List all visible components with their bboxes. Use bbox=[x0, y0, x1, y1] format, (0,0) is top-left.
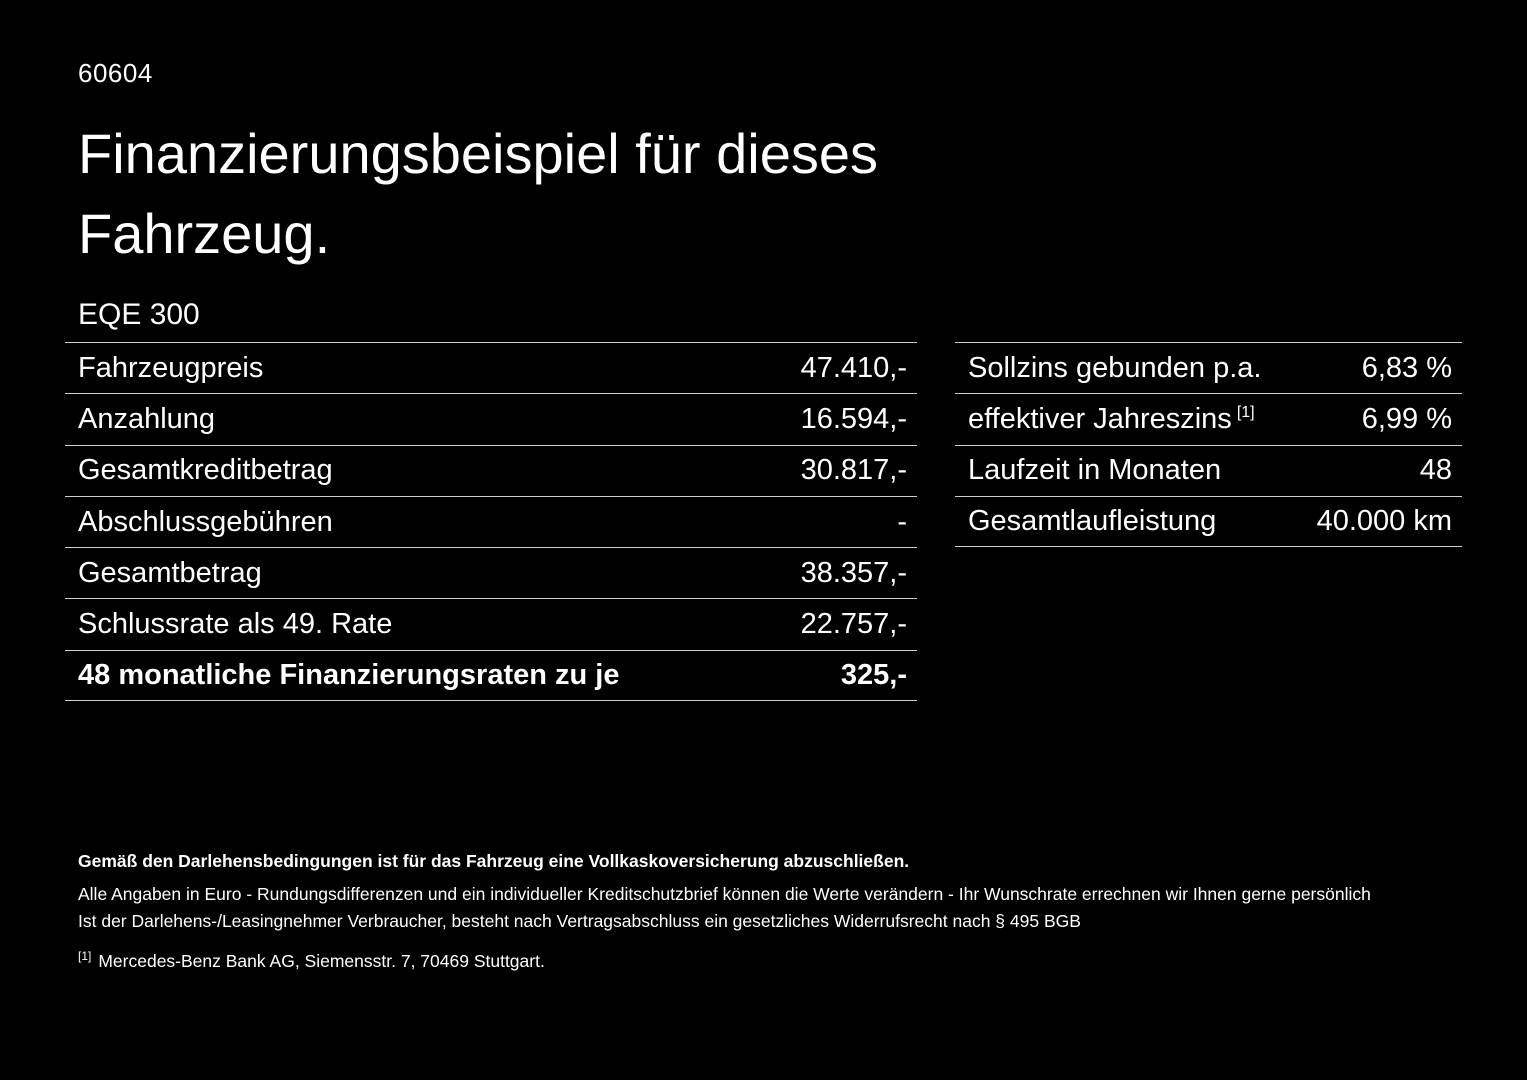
table-row-gesamtbetrag: Gesamtbetrag 38.357,- bbox=[65, 547, 917, 598]
row-value: 40.000 km bbox=[1316, 505, 1452, 538]
row-label-text: Sollzins gebunden p.a. bbox=[968, 351, 1262, 384]
row-label: effektiver Jahreszins [1] bbox=[968, 403, 1255, 436]
page-title-line2: Fahrzeug. bbox=[78, 202, 331, 265]
row-value: 48 bbox=[1419, 454, 1452, 487]
row-label: Abschlussgebühren bbox=[78, 505, 333, 538]
row-label: Anzahlung bbox=[78, 402, 216, 435]
financing-table-right: Sollzins gebunden p.a. 6,83 % effektiver… bbox=[955, 342, 1462, 548]
row-label-text: Laufzeit in Monaten bbox=[968, 454, 1222, 487]
row-label: Schlussrate als 49. Rate bbox=[78, 608, 393, 641]
row-value: 22.757,- bbox=[800, 608, 907, 641]
row-label-text: Gesamtlaufleistung bbox=[968, 505, 1217, 538]
table-row-monatliche-raten: 48 monatliche Finanzierungsraten zu je 3… bbox=[65, 649, 917, 702]
table-row-laufzeit: Laufzeit in Monaten 48 bbox=[955, 444, 1462, 496]
financing-table-left: Fahrzeugpreis 47.410,- Anzahlung 16.594,… bbox=[65, 342, 917, 702]
table-row-gesamtkreditbetrag: Gesamtkreditbetrag 30.817,- bbox=[65, 444, 917, 496]
row-label: Laufzeit in Monaten bbox=[968, 454, 1221, 487]
row-value: 30.817,- bbox=[800, 454, 907, 487]
vehicle-model: EQE 300 bbox=[78, 298, 200, 331]
table-row-sollzins: Sollzins gebunden p.a. 6,83 % bbox=[955, 342, 1462, 393]
page-title: Finanzierungsbeispiel für dieses Fahrzeu… bbox=[78, 114, 878, 274]
row-label-text: effektiver Jahreszins bbox=[968, 402, 1232, 435]
row-label: Gesamtlaufleistung bbox=[968, 505, 1216, 538]
row-label: Sollzins gebunden p.a. bbox=[968, 352, 1261, 385]
table-row-schlussrate: Schlussrate als 49. Rate 22.757,- bbox=[65, 598, 917, 649]
table-row-fahrzeugpreis: Fahrzeugpreis 47.410,- bbox=[65, 342, 917, 393]
row-value: 325,- bbox=[840, 658, 907, 691]
footnote-euro-note: Alle Angaben in Euro - Rundungsdifferenz… bbox=[78, 884, 1371, 904]
page-title-line1: Finanzierungsbeispiel für dieses bbox=[78, 122, 878, 185]
row-label: Fahrzeugpreis bbox=[78, 351, 264, 384]
row-value: 6,83 % bbox=[1361, 351, 1452, 384]
row-value: - bbox=[897, 505, 907, 538]
row-label: Gesamtkreditbetrag bbox=[78, 454, 333, 487]
table-row-effektiver-jahreszins: effektiver Jahreszins [1] 6,99 % bbox=[955, 393, 1462, 444]
row-value: 16.594,- bbox=[800, 402, 907, 435]
table-row-gesamtlaufleistung: Gesamtlaufleistung 40.000 km bbox=[955, 495, 1462, 548]
row-label: 48 monatliche Finanzierungsraten zu je bbox=[78, 658, 620, 691]
footnotes-block: Gemäß den Darlehensbedingungen ist für d… bbox=[78, 848, 1371, 975]
row-label: Gesamtbetrag bbox=[78, 556, 262, 589]
footnote-reference: [1] Mercedes-Benz Bank AG, Siemensstr. 7,… bbox=[78, 948, 1371, 975]
footnote-superscript: [1] bbox=[1236, 404, 1255, 422]
footnote-reference-text: Mercedes-Benz Bank AG, Siemensstr. 7, 70… bbox=[98, 951, 545, 971]
footnote-insurance: Gemäß den Darlehensbedingungen ist für d… bbox=[78, 851, 910, 871]
table-row-anzahlung: Anzahlung 16.594,- bbox=[65, 393, 917, 444]
row-value: 47.410,- bbox=[800, 351, 907, 384]
footnote-widerrufsrecht: Ist der Darlehens-/Leasingnehmer Verbrau… bbox=[78, 911, 1081, 931]
row-value: 38.357,- bbox=[800, 556, 907, 589]
footnote-reference-marker: [1] bbox=[78, 949, 92, 963]
table-row-abschlussgebuehren: Abschlussgebühren - bbox=[65, 495, 917, 547]
document-code: 60604 bbox=[78, 58, 153, 88]
row-value: 6,99 % bbox=[1361, 402, 1452, 435]
